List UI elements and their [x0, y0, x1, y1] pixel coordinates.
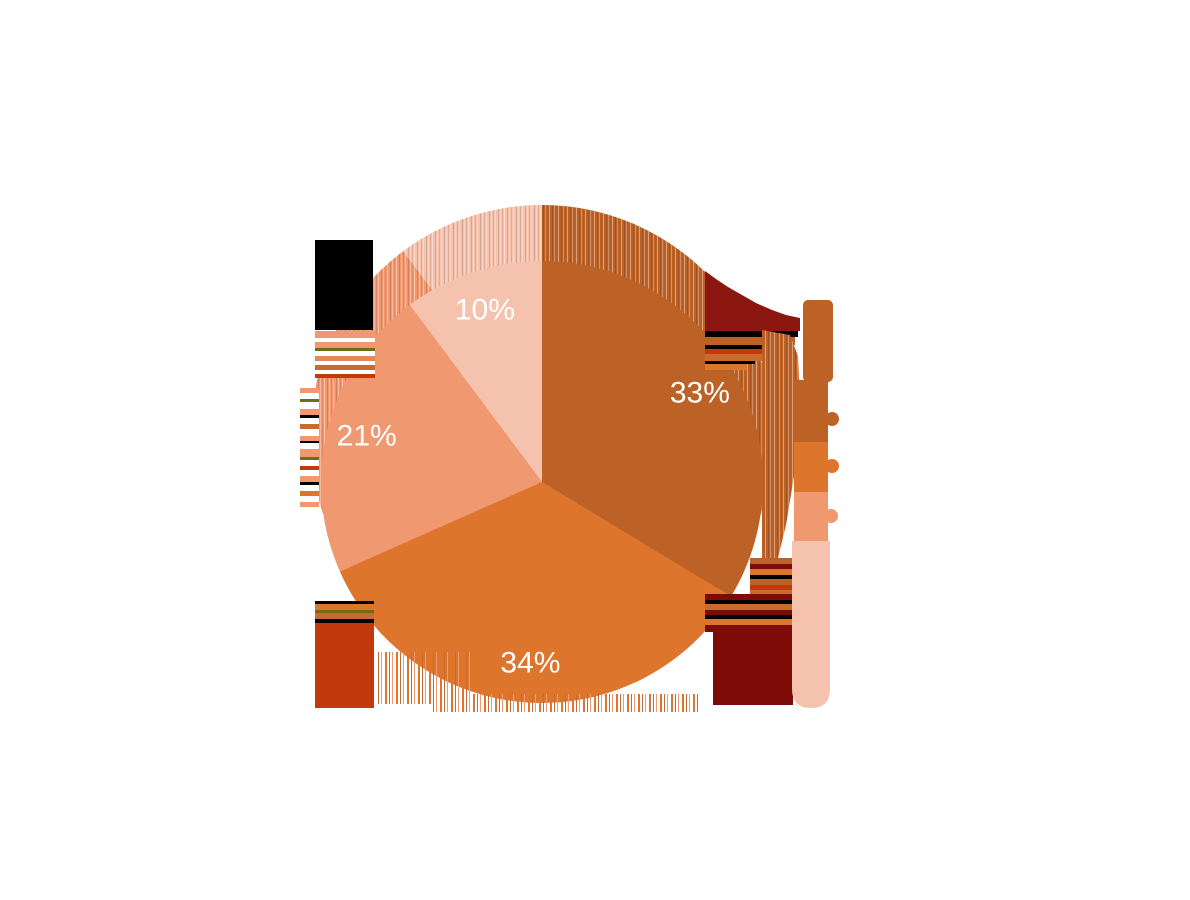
stripes-below-black-box-row-9: [315, 370, 375, 374]
darkred-wedge-topright: [705, 271, 800, 331]
stripes-bottomleft-row-1: [315, 601, 374, 604]
stripes-left-edge-row-9: [300, 429, 319, 436]
stripes-left-edge-row-19: [300, 482, 319, 485]
stripes-bottomright-row-4: [705, 610, 793, 615]
stripes-bottomright-row-5: [705, 615, 793, 619]
pie-label-4: 10%: [455, 294, 515, 327]
stripes-left-edge-row-14: [300, 457, 319, 460]
stripes-left-edge-row-3: [300, 399, 319, 402]
stripes-topright-row-4: [705, 354, 765, 361]
stripes-topright-row-2: [705, 345, 785, 349]
stripes-left-edge-row-18: [300, 476, 319, 482]
stripes-left-edge-row-4: [300, 402, 319, 409]
legend-swatch-4[interactable]: [792, 541, 830, 708]
stripes-left-edge-row-22: [300, 496, 319, 502]
stripes-below-black-box-row-7: [315, 361, 375, 365]
maroon-box-bottomright: [713, 632, 793, 705]
stripes-right-mid-row-3: [750, 569, 792, 575]
chart-legend: [792, 380, 839, 708]
stripes-left-edge-row-16: [300, 466, 319, 470]
pie-label-2: 34%: [500, 646, 560, 679]
stripes-right-mid-row-7: [750, 590, 792, 594]
stripes-topright-row-1: [705, 337, 795, 345]
pie-label-3: 21%: [337, 420, 397, 453]
black-bar-topright: [705, 331, 798, 337]
stripes-left-edge-row-1: [300, 388, 319, 393]
legend-marker-3[interactable]: [824, 509, 838, 523]
stripes-right-mid-row-4: [750, 575, 792, 579]
vermillion-box-bottomleft: [315, 632, 374, 708]
stripes-bottomleft-row-5: [315, 619, 374, 623]
pie-data-labels: 33% 34% 21% 10%: [337, 294, 730, 680]
pie-slice-3[interactable]: [320, 304, 542, 572]
stripes-bottomright-row-2: [705, 600, 793, 604]
stripes-left-edge-row-6: [300, 415, 319, 418]
stripes-bottomright-row-7: [705, 625, 793, 632]
stripes-left-edge-row-20: [300, 485, 319, 491]
stripes-bottomleft-row-6: [315, 623, 374, 632]
legend-swatch-1[interactable]: [794, 380, 828, 442]
black-box-topleft: [315, 240, 373, 330]
stripes-left-edge-row-8: [300, 424, 319, 429]
legend-marker-2[interactable]: [825, 459, 839, 473]
stripes-right-mid-row-5: [750, 579, 792, 585]
pie-label-1: 33%: [670, 377, 730, 410]
stripes-left-edge-row-7: [300, 418, 319, 424]
stripes-right-mid-row-1: [750, 558, 792, 564]
stripes-left-edge-row-17: [300, 470, 319, 476]
stripes-topright-row-6: [705, 364, 747, 370]
stripes-topright-row-3: [705, 349, 775, 354]
stripes-right-mid-row-6: [750, 585, 792, 590]
stripes-below-black-box-row-4: [315, 348, 375, 351]
bottom-streak-tails: [432, 694, 698, 712]
stripes-below-black-box-row-3: [315, 342, 375, 348]
stripes-left-edge-row-23: [300, 502, 319, 507]
legend-swatch-2[interactable]: [794, 442, 828, 492]
orange-spike-right: [803, 300, 833, 382]
stripes-left-edge-row-5: [300, 409, 319, 415]
stripes-bottomright-row-3: [705, 604, 793, 610]
stripes-topright-row-5: [705, 361, 755, 364]
stripes-below-black-box-row-2: [315, 338, 375, 342]
stripes-left-edge-row-21: [300, 491, 319, 496]
right-smear-band-streaks: [762, 330, 800, 558]
stripes-bottomleft-row-4: [315, 613, 374, 619]
stripes-below-black-box-row-10: [315, 374, 375, 378]
stripes-bottomleft-row-3: [315, 610, 374, 613]
stripes-left-edge-row-11: [300, 441, 319, 443]
stripes-bottomright-row-1: [705, 594, 793, 600]
stripes-left-edge-row-10: [300, 436, 319, 441]
stripes-bottomleft-row-2: [315, 604, 374, 610]
stripes-right-mid-row-2: [750, 564, 792, 569]
pie-slice-4[interactable]: [409, 261, 542, 482]
left-streak-tails: [376, 652, 472, 704]
stripes-bottomright-row-6: [705, 619, 793, 625]
stripes-below-black-box-row-8: [315, 365, 375, 370]
stripes-left-edge-row-12: [300, 443, 319, 449]
pie-chart: [320, 261, 764, 704]
legend-marker-1[interactable]: [825, 412, 839, 426]
stripes-below-black-box-row-1: [315, 331, 375, 338]
legend-swatch-3[interactable]: [794, 492, 828, 541]
stripes-below-black-box-row-6: [315, 356, 375, 361]
glitch-artifacts: [300, 240, 833, 712]
stripes-left-edge-row-2: [300, 393, 319, 399]
stripes-left-edge-row-15: [300, 460, 319, 466]
stripes-left-edge-row-13: [300, 449, 319, 457]
pie-slice-2[interactable]: [339, 482, 731, 704]
stripes-below-black-box-row-5: [315, 351, 375, 356]
